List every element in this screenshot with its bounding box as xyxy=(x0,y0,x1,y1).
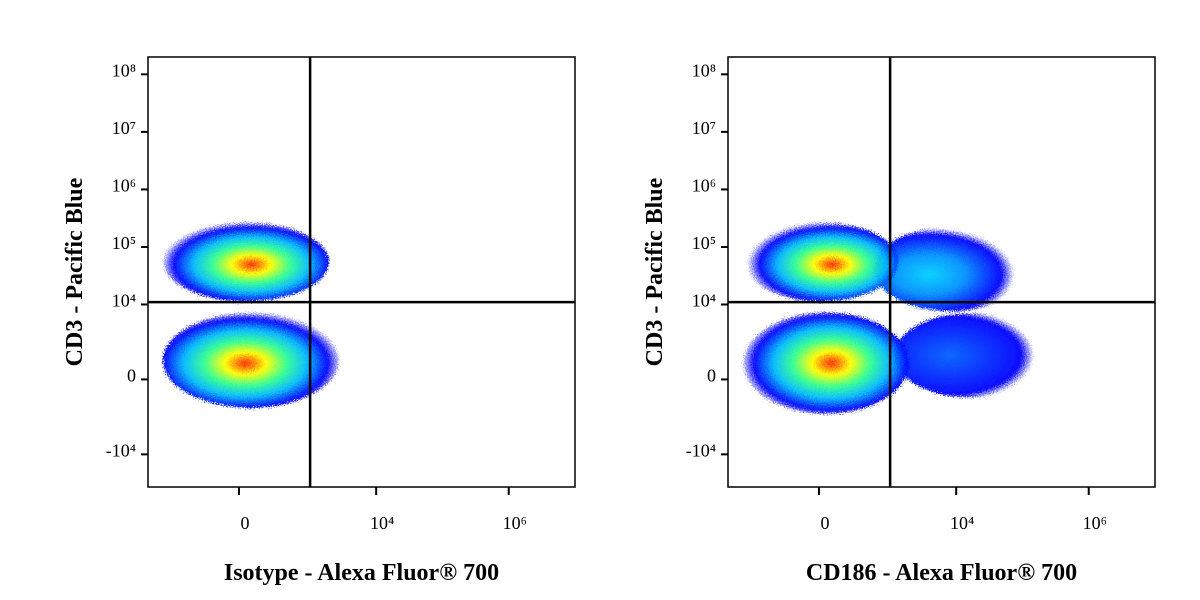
y-tick-label: 10⁵ xyxy=(112,233,136,253)
x-tick-label: 10⁴ xyxy=(950,513,974,533)
y-tick-label: 0 xyxy=(127,366,136,386)
population xyxy=(743,312,909,414)
population xyxy=(874,226,1029,312)
x-tick-label: 10⁴ xyxy=(370,513,394,533)
x-tick-label: 10⁶ xyxy=(503,513,527,533)
x-axis-label: CD186 - Alexa Fluor® 700 xyxy=(806,560,1077,586)
y-tick-label: 10⁴ xyxy=(112,291,136,311)
y-tick-label: 10⁸ xyxy=(692,60,716,80)
y-tick-label: 10⁷ xyxy=(112,118,136,138)
x-tick-label: 0 xyxy=(240,513,249,533)
y-axis-label: CD3 - Pacific Blue xyxy=(62,177,88,366)
y-tick-label: 10⁵ xyxy=(692,233,716,253)
x-axis-label: Isotype - Alexa Fluor® 700 xyxy=(224,560,499,586)
y-axis-label: CD3 - Pacific Blue xyxy=(642,177,668,366)
y-tick-label: 10⁶ xyxy=(112,176,136,196)
y-tick-label: 10⁶ xyxy=(692,176,716,196)
population xyxy=(162,312,340,408)
population xyxy=(894,313,1049,398)
y-tick-label: 10⁷ xyxy=(692,118,716,138)
population xyxy=(163,222,329,302)
y-tick-label: 10⁸ xyxy=(112,60,136,80)
y-tick-label: 0 xyxy=(707,366,716,386)
x-tick-label: 0 xyxy=(820,513,829,533)
plot-frame xyxy=(147,56,576,488)
x-tick-label: 10⁶ xyxy=(1083,513,1107,533)
y-tick-label: 10⁴ xyxy=(692,291,716,311)
y-tick-label: -10⁴ xyxy=(686,440,716,460)
plot-frame xyxy=(727,56,1156,488)
density-layer xyxy=(162,222,340,408)
y-tick-label: -10⁴ xyxy=(106,440,136,460)
population xyxy=(743,222,899,302)
density-layer xyxy=(743,222,1049,414)
